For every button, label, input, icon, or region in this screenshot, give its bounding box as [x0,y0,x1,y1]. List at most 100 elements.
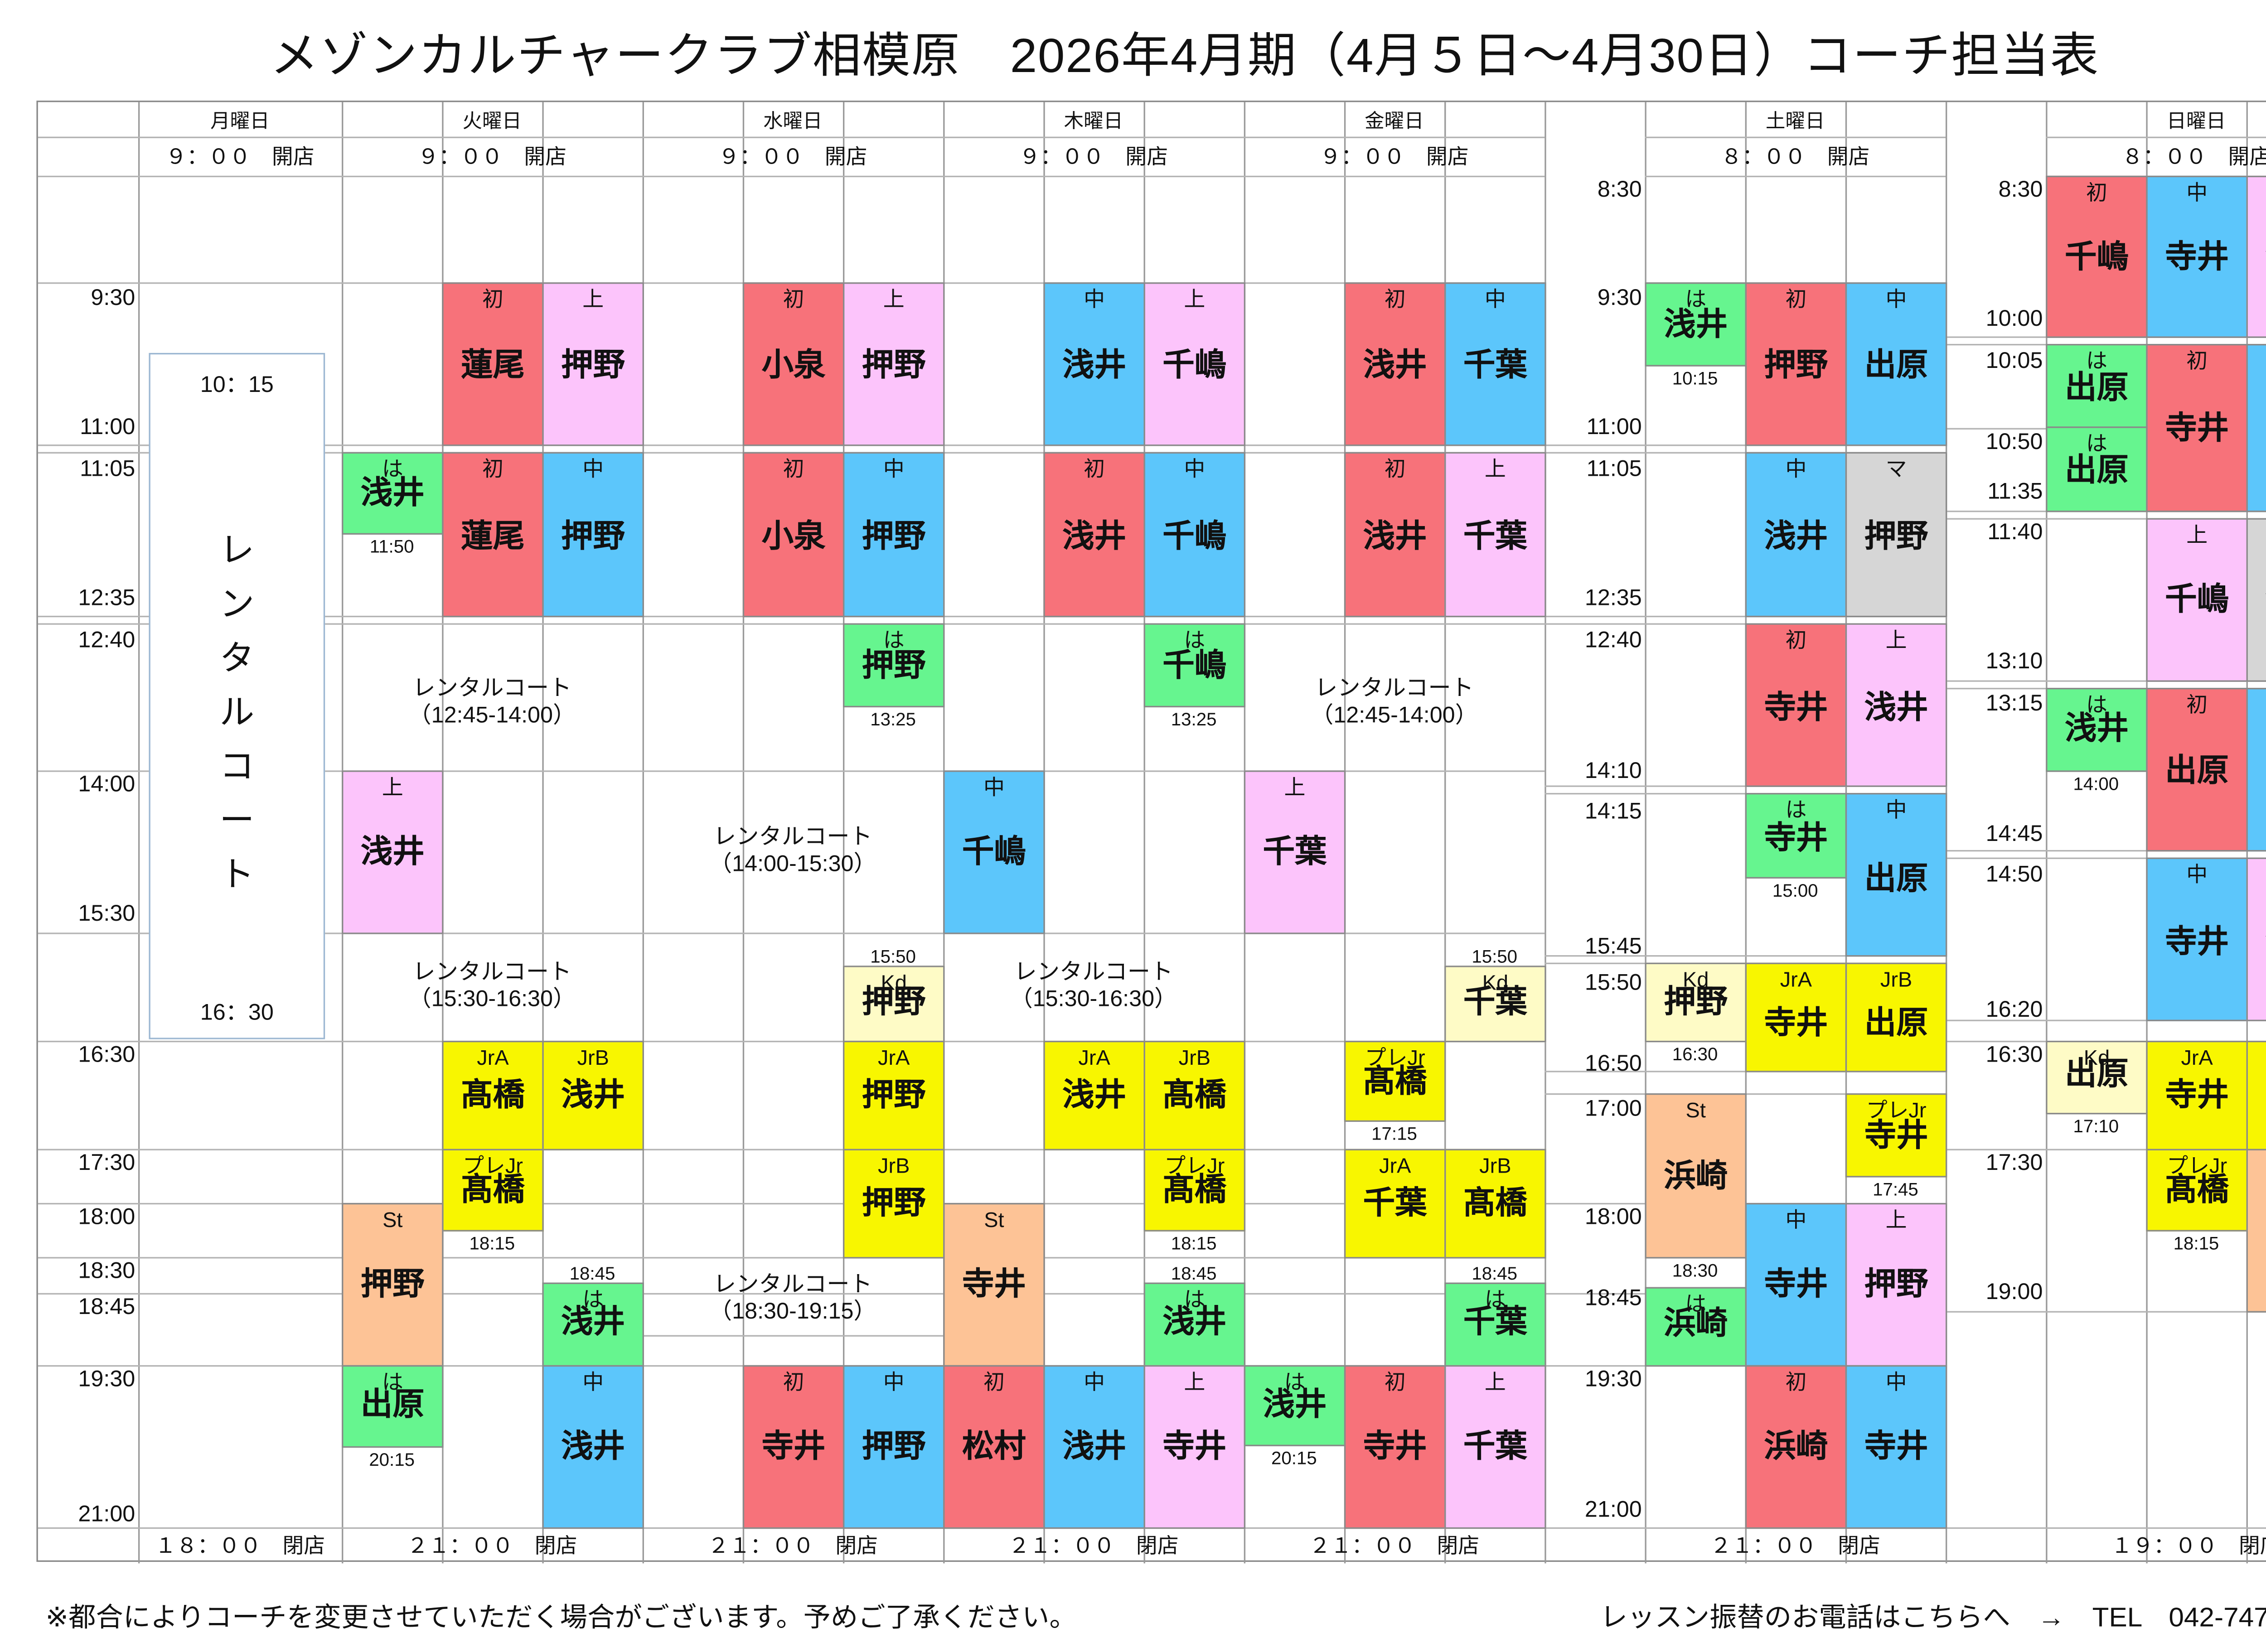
coach-name: 押野 [862,1186,926,1221]
coach-name: 寺井 [2165,411,2229,446]
slot-end-time: 14:00 [2073,773,2119,795]
lesson-level: 中 [1885,287,1907,311]
lesson-slot: は寺井 [1745,793,1847,879]
lesson-level: 中 [1484,287,1506,311]
lesson-slot: JrB 髙橋 [1444,1149,1546,1259]
lesson-slot: Kd 出原 [2046,1040,2148,1115]
time-label: 15:45 [1584,934,1642,960]
grid-divider [1545,955,1946,957]
coach-name: 髙橋 [2165,1173,2229,1208]
lesson-level: JrA [2181,1045,2213,1069]
coach-name: 寺井 [1864,1430,1928,1464]
lesson-level: プレJr [1866,1097,1927,1122]
lesson-level: マ [2248,522,2266,546]
lesson-slot: 中千嶋 [1143,452,1246,618]
coach-name: 押野 [561,519,625,555]
lesson-slot: 中千葉 [1444,282,1546,446]
time-label: 11:40 [1987,519,2043,546]
lesson-level: St [2248,1154,2266,1178]
time-label: 14:10 [1584,758,1642,784]
coach-name: 押野 [1864,519,1928,555]
coach-name: 浅井 [1062,1078,1126,1113]
rental-court-label: レンタルコート （14:00-15:30） [709,824,876,877]
rental-court-label: レンタルコート （15:30-16:30） [408,959,576,1012]
rental-label-char: ー [219,800,255,840]
coach-name: 浅井 [1864,691,1928,725]
coach-name: 寺井 [1162,1430,1227,1464]
coach-name: 千葉 [1263,835,1327,870]
rental-divider [642,1335,944,1337]
lesson-level: は [2086,431,2107,455]
lesson-slot: JrA 寺井 [2146,1040,2248,1150]
coach-name: 寺井 [761,1430,826,1464]
time-label: 15:50 [1584,970,1642,996]
lesson-slot: 中押野 [542,452,644,618]
lesson-level: 上 [1184,287,1206,311]
lesson-level: は [2086,348,2107,372]
coach-name: 千葉 [1363,1186,1427,1221]
time-label: 14:00 [78,772,136,797]
time-label: 8:30 [1998,177,2043,203]
slot-end-time: 18:30 [1672,1260,1718,1281]
lesson-slot: 初浅井 [1344,452,1446,618]
lesson-level: は [382,456,403,481]
day-header: 火曜日 [462,109,522,132]
lesson-slot: Kd 千葉 [1444,966,1546,1043]
coach-name: 蓮尾 [461,348,525,383]
lesson-slot: 中寺井 [1745,1203,1847,1367]
coach-name: 浅井 [2248,583,2266,619]
lesson-level: は [1484,1287,1506,1311]
close-time: ２１：００ 閉店 [1710,1533,1880,1558]
coach-name: 浅井 [1062,1430,1126,1464]
time-label: 12:40 [1584,628,1642,653]
lesson-slot: は千葉 [1444,1282,1546,1367]
grid-divider [1946,1019,2266,1021]
grid-divider [742,102,745,1564]
coach-name: 千嶋 [1162,348,1227,383]
coach-name: 浅井 [1363,348,1427,383]
lesson-slot: St 寺井 [2246,1149,2266,1313]
lesson-slot: 上押野 [542,282,644,446]
lesson-level: JrB [577,1045,609,1069]
time-label: 9:30 [91,285,136,311]
lesson-level: 初 [1785,287,1807,311]
coach-name: 寺井 [2165,240,2229,275]
slot-end-time: 17:10 [2073,1116,2119,1137]
rental-court-label: レンタルコート （18:30-19:15） [709,1272,876,1325]
grid-divider [1645,175,1946,178]
lesson-level: は [2086,692,2107,717]
grid-divider [1946,1149,2266,1150]
coach-name: 浜崎 [1664,1159,1728,1194]
slot-start-time: 15:50 [870,946,916,967]
grid-divider [542,102,544,1564]
coach-name: 髙橋 [1162,1173,1227,1208]
coach-name: 押野 [862,348,926,383]
lesson-level: JrB [1479,1153,1511,1178]
lesson-level: 中 [1885,1369,1907,1394]
lesson-slot: Kd 押野 [842,966,945,1043]
grid-divider [38,770,1545,772]
coach-name: 寺井 [1363,1430,1427,1464]
lesson-level: St [984,1207,1004,1232]
coach-name: 浅井 [1062,519,1126,555]
phone-contact[interactable]: レッスン振替のお電話はこちらへ → TEL 042-747-3056 [1600,1602,2266,1633]
footnote: ※都合によりコーチを変更させていただく場合がございます。予めご了承ください。 [45,1602,1077,1633]
coach-name: 浜崎 [1664,1306,1728,1341]
time-label: 13:15 [1985,691,2043,717]
slot-end-time: 13:25 [870,709,916,730]
time-label: 10:50 [1985,429,2043,455]
day-header: 土曜日 [1765,109,1825,132]
lesson-level: は [582,1287,604,1311]
close-time: １８：００ 閉店 [155,1533,325,1558]
coach-name: 寺井 [1864,1119,1928,1154]
coach-name: 浅井 [561,1305,625,1340]
lesson-slot: 中寺井 [2246,688,2266,852]
lesson-level: 初 [2186,692,2208,717]
coach-name: 浅井 [561,1430,625,1464]
lesson-level: 初 [2186,348,2208,372]
lesson-slot: は出原 [2046,426,2148,512]
lesson-slot: JrA 浅井 [1043,1040,1145,1150]
open-time: ８：００ 開店 [2121,144,2266,169]
grid-divider [1545,623,1946,625]
time-label: 16:50 [1584,1051,1642,1077]
